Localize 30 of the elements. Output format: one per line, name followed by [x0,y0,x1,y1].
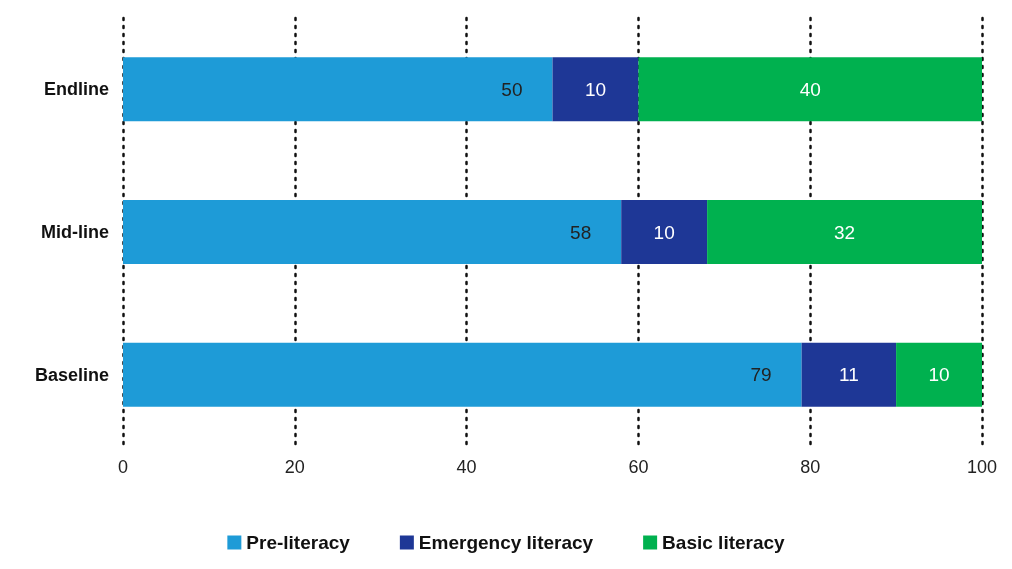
data-label: 10 [584,78,607,100]
bar [638,57,982,122]
legend-label: Emergency literacy [418,532,594,553]
x-tick-label: 100 [966,457,998,477]
y-tick-label: Endline [43,79,109,100]
x-tick-label: 60 [628,457,649,477]
data-label: 58 [570,221,592,243]
x-tick-label: 80 [800,457,821,477]
data-label: 40 [799,78,821,100]
bar [123,200,622,264]
data-label: 50 [501,78,523,100]
legend-label: Basic literacy [662,532,786,553]
bar [123,342,802,407]
bar [896,342,982,407]
legend-label: Pre-literacy [246,532,351,553]
bar [707,200,982,264]
bar [552,57,639,122]
data-label: 10 [653,221,675,243]
data-label: 32 [833,221,856,243]
y-tick-label: Mid-line [41,222,109,242]
y-tick-label: Baseline [34,364,109,385]
data-label: 79 [750,364,772,386]
data-label: 11 [838,364,859,386]
x-tick-label: 0 [117,457,129,477]
x-tick-label: 20 [284,457,305,477]
data-label: 10 [928,364,950,386]
bar [801,342,897,407]
x-tick-label: 40 [456,457,477,477]
bar [621,200,708,264]
bar [123,57,553,122]
